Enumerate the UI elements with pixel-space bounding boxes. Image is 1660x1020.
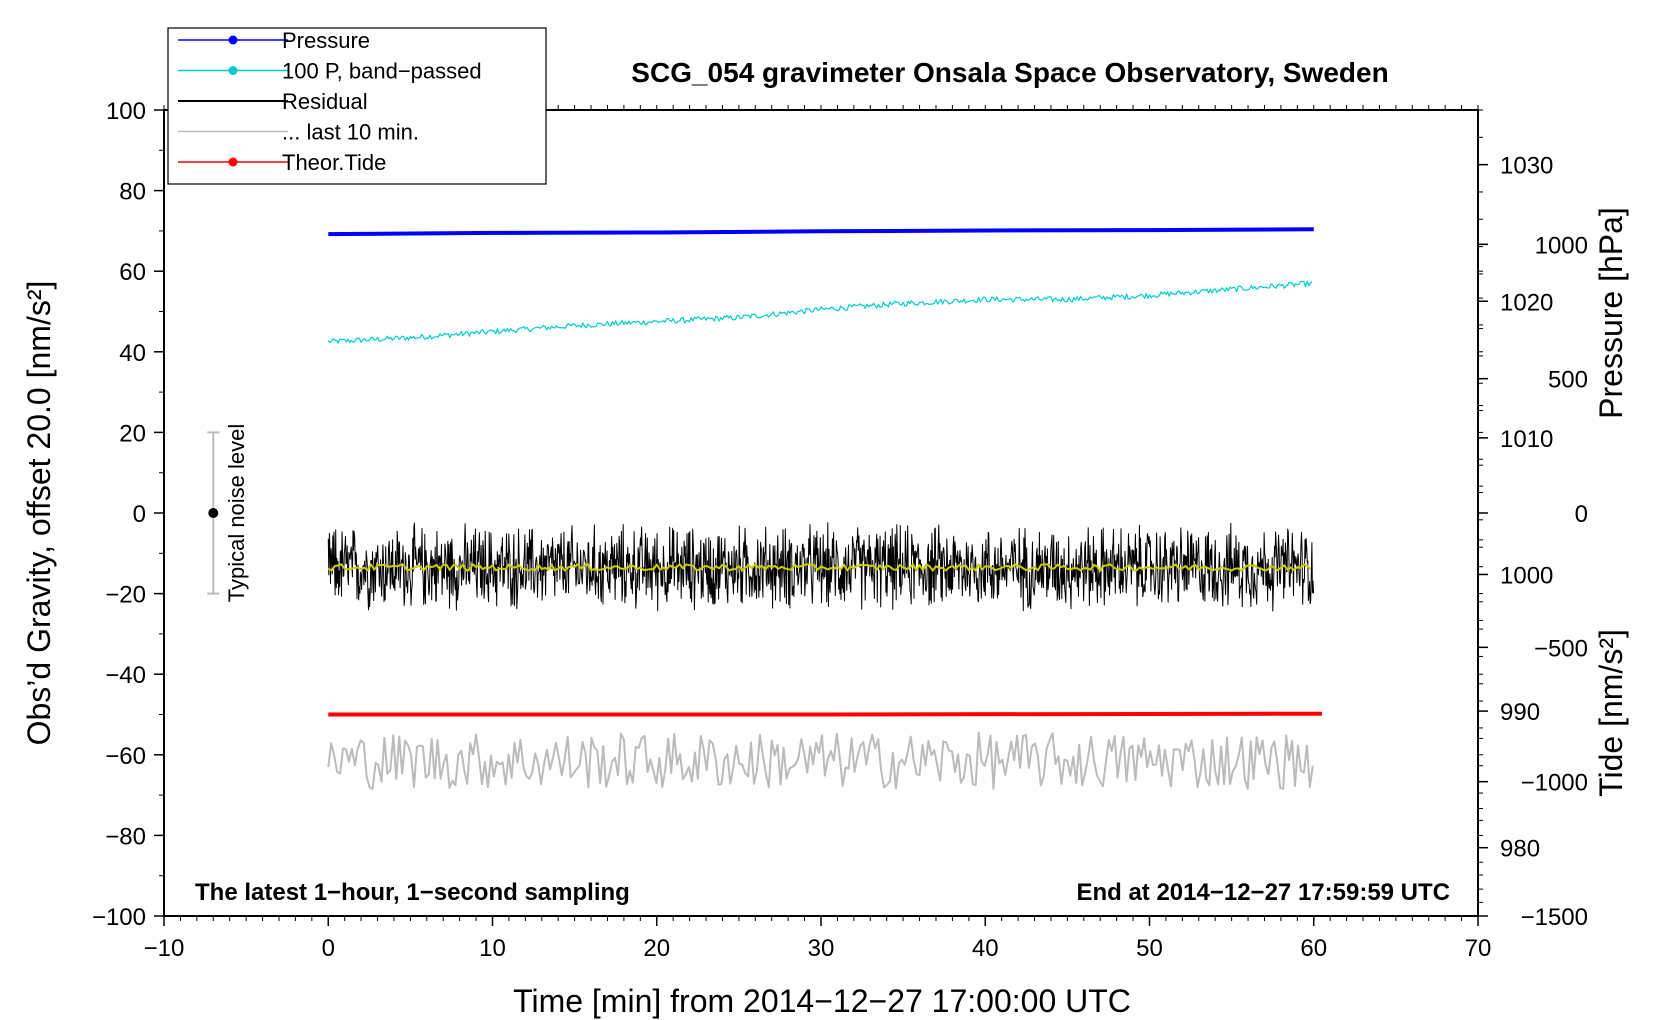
- last-10-min-line: [327, 731, 1314, 790]
- tide-tick-label: 1000: [1535, 232, 1588, 259]
- pressure-tick-label: 990: [1500, 699, 1540, 726]
- y-right-top-axis-label: Pressure [hPa]: [1593, 207, 1629, 419]
- y-left-tick-label: 20: [119, 420, 146, 447]
- residual-smoothed-line: [327, 563, 1312, 572]
- x-tick-label: 60: [1300, 935, 1327, 962]
- pressure-tick-label: 980: [1500, 836, 1540, 863]
- y-left-tick-label: −100: [92, 904, 146, 931]
- legend-marker: [228, 157, 238, 167]
- y-left-tick-label: 0: [133, 501, 146, 528]
- tide-tick-label: −1000: [1521, 770, 1588, 797]
- legend-label: ... last 10 min.: [282, 120, 419, 145]
- legend-marker: [228, 66, 238, 75]
- note-right: End at 2014−12−27 17:59:59 UTC: [1076, 879, 1450, 906]
- x-tick-label: 40: [972, 935, 999, 962]
- legend-label: Pressure: [282, 28, 370, 53]
- y-right-bottom-axis-label: Tide [nm/s²]: [1593, 629, 1629, 797]
- y-left-axis-label: Obs’d Gravity, offset 20.0 [nm/s²]: [21, 281, 57, 746]
- ticks-layer: −10 0 10 20 30 40 50 60 70100806040200−20−40−60−…: [92, 98, 1588, 962]
- x-tick-label: −10: [144, 935, 185, 962]
- legend-label: 100 P, band−passed: [282, 59, 482, 84]
- chart-title: SCG_054 gravimeter Onsala Space Observat…: [631, 57, 1388, 88]
- y-left-tick-label: −40: [105, 662, 146, 689]
- legend-label: Residual: [282, 89, 368, 114]
- tide-tick-label: 500: [1548, 367, 1588, 394]
- y-left-tick-label: −80: [105, 823, 146, 850]
- pressure-tick-label: 1000: [1500, 562, 1553, 589]
- tide-tick-label: −1500: [1521, 904, 1588, 931]
- x-tick-label: 0: [322, 935, 335, 962]
- x-tick-label: 20: [643, 935, 670, 962]
- residual-line: [327, 522, 1315, 612]
- y-left-tick-label: −20: [105, 582, 146, 609]
- legend-marker: [228, 35, 238, 45]
- legend-box: [167, 27, 547, 185]
- noise-level-label: Typical noise level: [224, 424, 249, 603]
- y-left-tick-label: −60: [105, 743, 146, 770]
- pressure-tick-label: 1010: [1500, 426, 1553, 453]
- tide-tick-label: 0: [1575, 501, 1588, 528]
- x-axis-label: Time [min] from 2014−12−27 17:00:00 UTC: [513, 983, 1131, 1019]
- y-left-tick-label: 100: [106, 98, 146, 125]
- tide-tick-label: −500: [1534, 635, 1588, 662]
- noise-bar-center: [208, 508, 219, 518]
- tide-line: [328, 711, 1323, 717]
- x-tick-label: 70: [1465, 935, 1492, 962]
- x-tick-label: 50: [1136, 935, 1163, 962]
- x-tick-label: 30: [808, 935, 835, 962]
- pressure-tick-label: 1030: [1500, 153, 1553, 180]
- note-left: The latest 1−hour, 1−second sampling: [195, 879, 630, 906]
- pressure-tick-label: 1020: [1500, 289, 1553, 316]
- x-tick-label: 10: [479, 935, 506, 962]
- y-left-tick-label: 80: [119, 179, 146, 206]
- pressure-line: [328, 227, 1314, 237]
- legend-label: Theor.Tide: [282, 150, 386, 175]
- noise-level-indicator: [207, 431, 220, 595]
- legend: Pressure 100 P, band−passed Residual ... la…: [167, 27, 547, 185]
- y-left-tick-label: 60: [119, 259, 146, 286]
- bandpassed-line: [327, 280, 1313, 344]
- series-layer: [327, 227, 1323, 790]
- y-left-tick-label: 40: [119, 340, 146, 367]
